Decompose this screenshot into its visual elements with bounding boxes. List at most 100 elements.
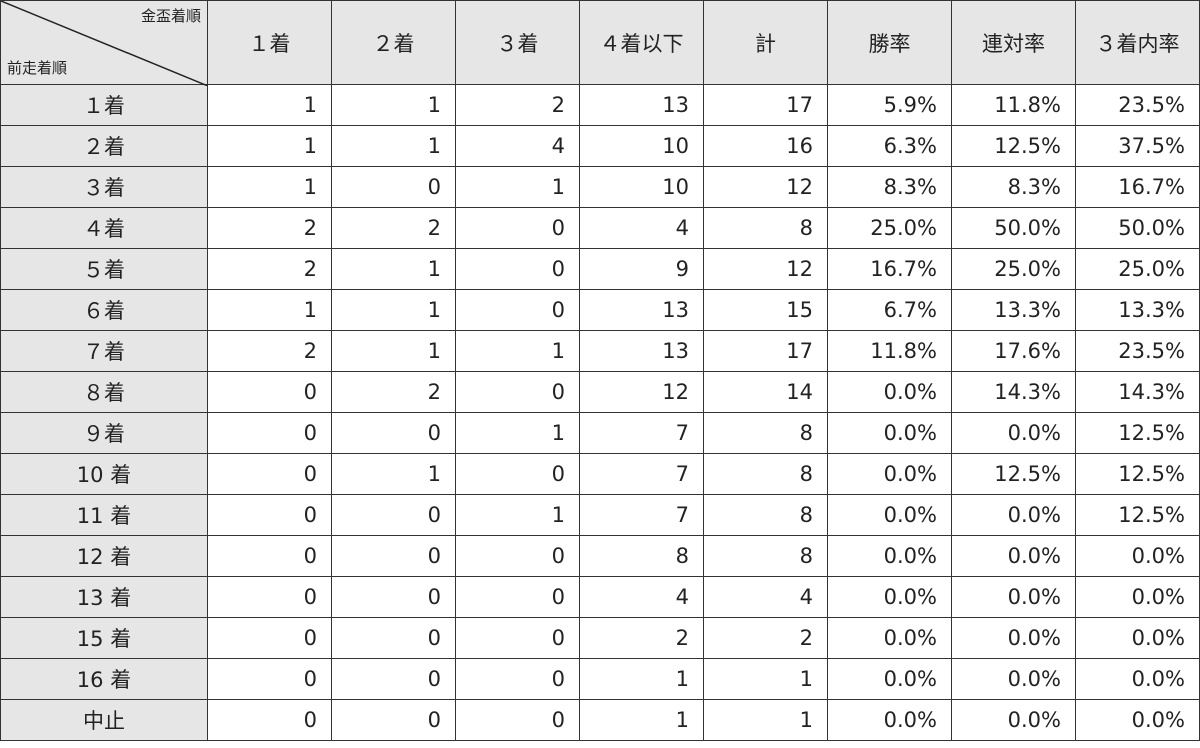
table-cell: 12.5%: [1075, 494, 1200, 536]
table-cell: 0: [331, 166, 456, 208]
table-cell: 11.8%: [827, 330, 952, 372]
table-cell: 2: [455, 84, 580, 126]
table-cell: 0.0%: [827, 453, 952, 495]
table-cell: 8.3%: [827, 166, 952, 208]
table-row: ３着 1 0 1 10 12 8.3% 8.3% 16.7%: [0, 166, 1200, 208]
table-cell: 6.3%: [827, 125, 952, 167]
row-axis-label: 前走着順: [7, 59, 68, 77]
table-cell: 0.0%: [827, 617, 952, 659]
table-cell: 0: [207, 494, 332, 536]
table-cell: 0: [455, 248, 580, 290]
table-row: 12 着 0 0 0 8 8 0.0% 0.0% 0.0%: [0, 535, 1200, 577]
table-cell: 0: [207, 371, 332, 413]
table-row: ８着 0 2 0 12 14 0.0% 14.3% 14.3%: [0, 371, 1200, 413]
table-cell: 0: [455, 371, 580, 413]
table-cell: 10: [579, 166, 704, 208]
column-header: 計: [703, 0, 828, 85]
table-cell: 17.6%: [951, 330, 1076, 372]
table-row: ２着 1 1 4 10 16 6.3% 12.5% 37.5%: [0, 125, 1200, 167]
table-cell: 0: [455, 576, 580, 618]
table-cell: 0.0%: [951, 412, 1076, 454]
table-cell: 6.7%: [827, 289, 952, 331]
row-header: 16 着: [0, 658, 208, 700]
column-header: ２着: [331, 0, 456, 85]
table-cell: 13: [579, 289, 704, 331]
table-row: 11 着 0 0 1 7 8 0.0% 0.0% 12.5%: [0, 494, 1200, 536]
table-cell: 50.0%: [951, 207, 1076, 249]
table-cell: 13: [579, 84, 704, 126]
table-cell: 0.0%: [951, 494, 1076, 536]
column-header: ４着以下: [579, 0, 704, 85]
table-row: 13 着 0 0 0 4 4 0.0% 0.0% 0.0%: [0, 576, 1200, 618]
table-row: ４着 2 2 0 4 8 25.0% 50.0% 50.0%: [0, 207, 1200, 249]
table-cell: 17: [703, 84, 828, 126]
table-cell: 2: [207, 330, 332, 372]
table-cell: 0: [331, 494, 456, 536]
table-cell: 1: [331, 330, 456, 372]
table-cell: 25.0%: [827, 207, 952, 249]
table-cell: 1: [331, 84, 456, 126]
row-header: ３着: [0, 166, 208, 208]
table-cell: 0.0%: [827, 658, 952, 700]
table-cell: 0.0%: [827, 576, 952, 618]
table-cell: 0: [455, 699, 580, 741]
table-cell: 12: [703, 166, 828, 208]
table-cell: 0: [455, 289, 580, 331]
table-cell: 0: [331, 535, 456, 577]
table-cell: 0: [455, 535, 580, 577]
table-cell: 11.8%: [951, 84, 1076, 126]
table-cell: 0: [331, 699, 456, 741]
table-cell: 0.0%: [951, 617, 1076, 659]
table-cell: 0.0%: [951, 658, 1076, 700]
table-cell: 23.5%: [1075, 330, 1200, 372]
table-cell: 1: [703, 699, 828, 741]
table-cell: 0: [331, 617, 456, 659]
table-cell: 0: [455, 207, 580, 249]
table-cell: 0: [207, 453, 332, 495]
row-header: １着: [0, 84, 208, 126]
table-cell: 23.5%: [1075, 84, 1200, 126]
table-cell: 0: [207, 535, 332, 577]
table-cell: 8: [703, 453, 828, 495]
table-cell: 8: [703, 535, 828, 577]
corner-header: 金盃着順 前走着順: [0, 0, 208, 86]
table-cell: 13: [579, 330, 704, 372]
table-cell: 1: [703, 658, 828, 700]
table-cell: 0: [207, 412, 332, 454]
table-cell: 4: [579, 207, 704, 249]
table-cell: 37.5%: [1075, 125, 1200, 167]
column-axis-label: 金盃着順: [140, 7, 201, 25]
table-cell: 0.0%: [827, 371, 952, 413]
table-cell: 7: [579, 453, 704, 495]
table-cell: 8: [703, 207, 828, 249]
table-row: 中止 0 0 0 1 1 0.0% 0.0% 0.0%: [0, 699, 1200, 741]
table-cell: 0: [455, 617, 580, 659]
diagonal-divider: [1, 1, 208, 86]
table-cell: 1: [207, 289, 332, 331]
table-row: 15 着 0 0 0 2 2 0.0% 0.0% 0.0%: [0, 617, 1200, 659]
row-header: 13 着: [0, 576, 208, 618]
table-cell: 12.5%: [951, 125, 1076, 167]
table-cell: 16.7%: [1075, 166, 1200, 208]
table-cell: 50.0%: [1075, 207, 1200, 249]
table-cell: 0: [207, 617, 332, 659]
table-row: 16 着 0 0 0 1 1 0.0% 0.0% 0.0%: [0, 658, 1200, 700]
table-cell: 8: [579, 535, 704, 577]
table-cell: 14: [703, 371, 828, 413]
table-cell: 0.0%: [827, 412, 952, 454]
table-cell: 2: [207, 207, 332, 249]
column-header: ３着内率: [1075, 0, 1200, 85]
table-cell: 2: [703, 617, 828, 659]
table-cell: 2: [207, 248, 332, 290]
table-cell: 1: [331, 289, 456, 331]
column-header: 連対率: [951, 0, 1076, 85]
table-cell: 1: [207, 166, 332, 208]
table-cell: 1: [331, 453, 456, 495]
table-cell: 12.5%: [951, 453, 1076, 495]
table-cell: 12.5%: [1075, 412, 1200, 454]
table-cell: 1: [579, 658, 704, 700]
row-header: ２着: [0, 125, 208, 167]
table-cell: 25.0%: [951, 248, 1076, 290]
table-cell: 4: [579, 576, 704, 618]
table-cell: 0: [331, 576, 456, 618]
